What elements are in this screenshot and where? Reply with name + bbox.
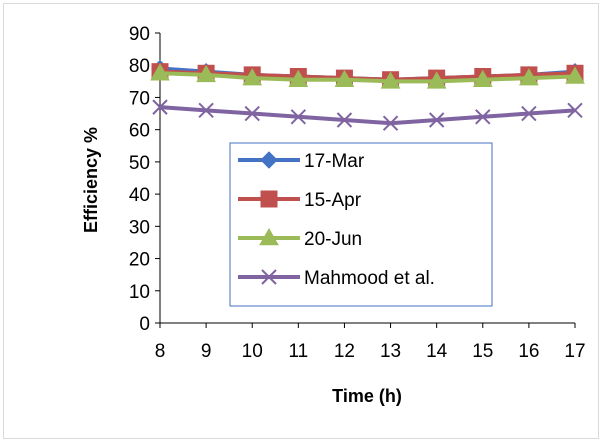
x-tick-label: 15 [472, 341, 493, 362]
data-point [380, 71, 401, 89]
x-tick-label: 12 [334, 341, 355, 362]
legend-swatch-marker [260, 151, 278, 169]
legend-label: 20-Jun [304, 229, 362, 250]
y-axis-title: Efficiency % [81, 127, 101, 233]
legend-item: 17-Mar [238, 151, 365, 172]
x-marker-stroke [336, 112, 353, 128]
x-tick-label: 10 [242, 341, 263, 362]
x-tick-label: 8 [155, 341, 166, 362]
y-tick-label: 10 [129, 282, 150, 303]
legend-swatch-marker [259, 227, 279, 246]
data-point [426, 71, 447, 89]
data-point [290, 109, 307, 125]
y-tick-label: 60 [129, 121, 150, 142]
data-point [244, 105, 260, 122]
legend-item: Mahmood et al. [238, 268, 435, 289]
series-20-jun [150, 63, 585, 89]
x-axis-title: Time (h) [332, 386, 402, 406]
series-layer [150, 59, 585, 131]
data-point [198, 102, 214, 119]
axes: 0 10 20 30 40 50 60 70 80 90 8 9 10 11 12 13 14 15 16 17 [129, 24, 586, 362]
legend-swatch-marker [260, 190, 278, 208]
x-marker-stroke [475, 109, 491, 125]
x-tick-label: 14 [426, 341, 448, 362]
series-line [159, 105, 576, 126]
legend-label: Mahmood et al. [304, 268, 435, 289]
x-marker-stroke [261, 269, 277, 285]
y-tick-label: 50 [129, 153, 150, 174]
y-tick-label: 30 [129, 217, 150, 238]
x-marker-stroke [567, 102, 583, 119]
data-point [475, 109, 491, 125]
x-tick-label: 9 [201, 341, 212, 362]
data-point [472, 69, 493, 87]
series-line [159, 71, 576, 84]
x-marker-stroke [521, 105, 537, 122]
y-tick-label: 70 [129, 88, 150, 109]
series-mahmood-et-al [152, 99, 583, 131]
data-point [334, 69, 355, 87]
legend-label: 15-Apr [304, 190, 362, 211]
x-marker-stroke [244, 105, 260, 122]
x-marker-stroke [290, 109, 307, 125]
x-tick-label: 13 [380, 341, 401, 362]
y-tick-label: 40 [129, 185, 150, 206]
data-point [382, 115, 399, 131]
x-marker-stroke [428, 112, 445, 128]
legend-item: 20-Jun [238, 227, 362, 250]
data-point [196, 64, 216, 83]
data-point [150, 63, 170, 81]
legend-swatch-marker [261, 269, 277, 285]
legend-item: 15-Apr [238, 190, 362, 211]
y-tick-label: 0 [139, 314, 150, 335]
data-point [288, 69, 309, 87]
data-point [567, 102, 583, 119]
data-point [565, 66, 585, 84]
x-tick-label: 11 [288, 341, 308, 362]
data-point [519, 68, 539, 86]
x-marker-stroke [382, 115, 399, 131]
data-point [521, 105, 537, 122]
y-tick-label: 90 [129, 24, 150, 45]
x-tick-label: 16 [518, 341, 539, 362]
legend: 17-Mar 15-Apr 20-Jun Mahmood et al. [229, 142, 493, 307]
x-tick-label: 17 [564, 341, 585, 362]
legend-label: 17-Mar [304, 151, 365, 172]
x-marker-stroke [152, 99, 168, 115]
y-tick-label: 20 [129, 250, 150, 271]
x-marker-stroke [198, 102, 214, 119]
y-tick-label: 80 [129, 56, 150, 77]
data-point [428, 112, 445, 128]
data-point [242, 68, 263, 86]
data-point [336, 112, 353, 128]
data-point [152, 99, 168, 115]
